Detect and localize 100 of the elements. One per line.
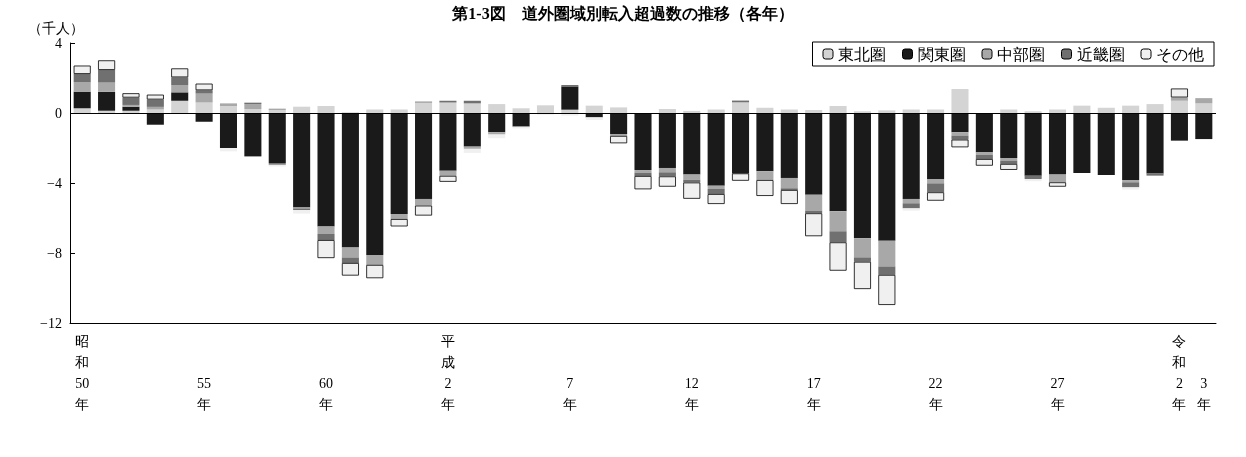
bar bbox=[512, 108, 530, 113]
bar bbox=[122, 93, 140, 98]
bar bbox=[756, 171, 774, 181]
bar bbox=[463, 103, 481, 113]
bar bbox=[122, 97, 140, 105]
bar bbox=[610, 113, 628, 134]
bar bbox=[244, 108, 262, 113]
x-tick-label: 令和2年 bbox=[1172, 334, 1187, 412]
bar bbox=[1170, 113, 1188, 141]
y-tick-label: 0 bbox=[55, 105, 62, 121]
bar bbox=[1170, 100, 1188, 113]
bar bbox=[878, 113, 896, 241]
bar bbox=[146, 113, 164, 125]
bar bbox=[561, 86, 579, 110]
x-tick-label: 55年 bbox=[197, 376, 212, 412]
bar bbox=[98, 69, 116, 83]
bar bbox=[927, 183, 945, 193]
bar bbox=[463, 148, 481, 153]
bar bbox=[244, 113, 262, 157]
bar bbox=[98, 82, 116, 92]
bar bbox=[1146, 104, 1164, 113]
bar bbox=[878, 274, 896, 305]
bar bbox=[878, 266, 896, 275]
bar bbox=[1000, 113, 1018, 158]
y-tick-label: 4 bbox=[55, 35, 62, 51]
bar bbox=[683, 110, 701, 113]
bar bbox=[634, 176, 652, 190]
bar bbox=[732, 102, 750, 113]
bar bbox=[610, 107, 628, 113]
bar bbox=[658, 108, 676, 113]
bar bbox=[341, 262, 359, 276]
bar bbox=[634, 113, 652, 171]
bar bbox=[780, 190, 798, 204]
bar bbox=[390, 213, 408, 220]
bar bbox=[853, 113, 871, 239]
bar bbox=[1195, 113, 1213, 140]
bar bbox=[1073, 113, 1091, 174]
bar bbox=[171, 68, 189, 78]
bar bbox=[829, 242, 847, 271]
bar bbox=[341, 247, 359, 258]
bar bbox=[1122, 187, 1140, 190]
bar bbox=[683, 174, 701, 180]
bar bbox=[829, 231, 847, 243]
bar bbox=[805, 113, 823, 195]
bar bbox=[390, 113, 408, 214]
bar bbox=[488, 132, 506, 135]
x-tick-label: 60年 bbox=[319, 376, 334, 412]
bar bbox=[98, 91, 116, 111]
bar bbox=[122, 106, 140, 111]
bar bbox=[683, 113, 701, 175]
bar bbox=[805, 194, 823, 211]
bar bbox=[439, 170, 457, 176]
bar bbox=[927, 192, 945, 201]
bar bbox=[171, 92, 189, 101]
bar bbox=[439, 113, 457, 171]
bar bbox=[707, 188, 725, 195]
y-tick-label: −12 bbox=[40, 315, 62, 331]
bar bbox=[805, 213, 823, 237]
bar bbox=[1122, 182, 1140, 188]
legend-label: 近畿圏 bbox=[1076, 45, 1125, 63]
bar bbox=[1024, 113, 1042, 176]
bar bbox=[1170, 88, 1188, 98]
bar bbox=[195, 93, 213, 103]
bar bbox=[610, 135, 628, 144]
bar bbox=[219, 106, 238, 113]
bar bbox=[878, 240, 896, 267]
bar bbox=[317, 113, 335, 227]
x-tick-label: 12年 bbox=[684, 376, 699, 412]
bar bbox=[1122, 105, 1140, 113]
bar bbox=[902, 208, 920, 211]
bar bbox=[1146, 113, 1164, 174]
bar bbox=[366, 264, 384, 279]
bar bbox=[1195, 98, 1213, 104]
bar bbox=[1097, 107, 1115, 113]
bar bbox=[293, 106, 311, 113]
bar bbox=[780, 177, 798, 189]
bar bbox=[219, 103, 238, 106]
bar bbox=[317, 106, 335, 113]
bar bbox=[975, 113, 993, 153]
bar bbox=[415, 205, 433, 216]
bar bbox=[658, 113, 676, 168]
bar bbox=[73, 108, 91, 113]
bar bbox=[732, 113, 750, 174]
bar bbox=[390, 219, 408, 227]
bar bbox=[171, 100, 189, 113]
bar bbox=[512, 113, 530, 127]
x-tick-label: 22年 bbox=[928, 376, 943, 412]
bar bbox=[805, 110, 823, 113]
bar bbox=[829, 113, 847, 212]
bar bbox=[73, 82, 91, 92]
x-tick-label: 平成2年 bbox=[440, 334, 455, 412]
bar bbox=[1000, 163, 1018, 170]
y-tick-label: −8 bbox=[47, 245, 62, 261]
bar bbox=[98, 60, 116, 70]
bar bbox=[975, 152, 993, 155]
bar bbox=[951, 89, 969, 113]
legend-label: 関東圏 bbox=[917, 45, 966, 63]
bar bbox=[927, 178, 945, 184]
bar bbox=[975, 155, 993, 160]
bar bbox=[488, 104, 506, 113]
